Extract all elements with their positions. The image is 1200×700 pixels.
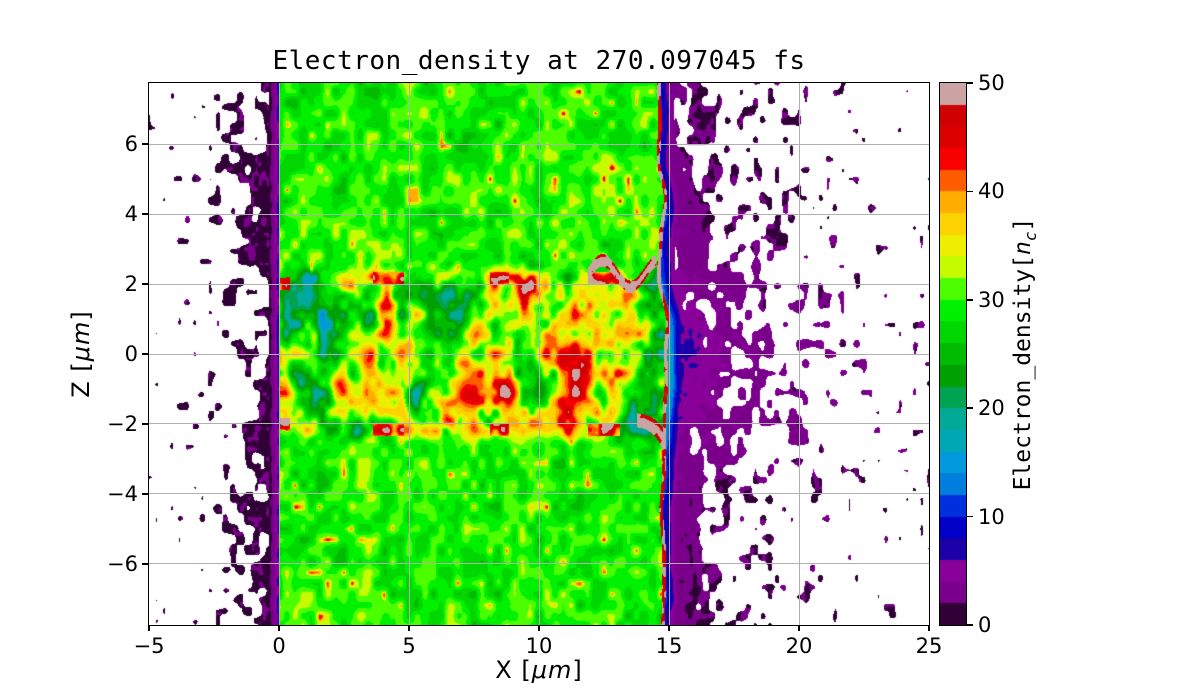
y-tick-mark: [142, 213, 148, 215]
colorbar-tick-label: 0: [978, 613, 992, 637]
y-tick-mark: [142, 563, 148, 565]
y-tick-label: 2: [124, 272, 138, 297]
x-tick-mark: [148, 625, 150, 631]
x-tick-mark: [408, 625, 410, 631]
gridline-y: [149, 283, 929, 285]
colorbar-tick-mark: [967, 624, 973, 626]
plot-area: [148, 82, 930, 626]
gridline-y: [149, 213, 929, 215]
x-axis-label-post: ]: [572, 656, 583, 684]
colorbar-canvas: [940, 83, 966, 625]
colorbar-tick-label: 50: [978, 71, 1005, 95]
colorbar-tick-label: 30: [978, 287, 1005, 312]
colorbar: [939, 82, 967, 626]
y-tick-mark: [142, 493, 148, 495]
y-tick-label: 0: [124, 342, 138, 366]
colorbar-label-pre: Electron_density[: [1010, 255, 1037, 491]
y-axis-label-pre: Z [: [67, 361, 95, 398]
colorbar-label-post: ]: [1010, 217, 1037, 232]
colorbar-tick-label: 40: [978, 179, 1005, 204]
y-tick-label: 4: [124, 202, 138, 227]
colorbar-tick-mark: [967, 82, 973, 84]
x-tick-mark: [928, 625, 930, 631]
gridline-y: [149, 143, 929, 145]
y-axis-label-post: ]: [67, 310, 95, 321]
y-tick-label: −4: [107, 481, 138, 506]
gridline-y: [149, 563, 929, 565]
gridline-y: [149, 493, 929, 495]
x-tick-label: 5: [402, 634, 416, 658]
colorbar-label-sub: c: [1020, 231, 1040, 242]
colorbar-label: Electron_density[nc]: [1010, 218, 1040, 491]
x-tick-label: 20: [785, 634, 813, 658]
x-tick-label: 15: [655, 634, 683, 658]
x-axis-label-mu: μm: [531, 656, 573, 684]
colorbar-tick-mark: [967, 407, 973, 409]
x-axis-label-pre: X [: [495, 656, 532, 684]
gridline-y: [149, 353, 929, 355]
x-tick-mark: [278, 625, 280, 631]
y-axis-label: Z [μm]: [67, 310, 95, 397]
x-axis-label: X [μm]: [148, 656, 930, 684]
colorbar-tick-mark: [967, 299, 973, 301]
colorbar-tick-mark: [967, 190, 973, 193]
x-tick-label: 0: [272, 634, 286, 658]
y-tick-mark: [142, 283, 148, 285]
colorbar-tick-label: 10: [978, 504, 1005, 529]
colorbar-tick-mark: [967, 515, 973, 518]
x-tick-label: −5: [133, 634, 165, 658]
y-tick-label: −2: [107, 411, 138, 436]
x-tick-label: 10: [525, 634, 553, 658]
plot-title: Electron_density at 270.097045 fs: [272, 46, 806, 76]
colorbar-tick-label: 20: [978, 396, 1005, 421]
y-tick-mark: [142, 143, 148, 145]
colorbar-label-var: n: [1010, 241, 1037, 256]
x-tick-mark: [798, 625, 800, 631]
y-tick-mark: [142, 423, 148, 425]
x-tick-mark: [538, 625, 540, 631]
y-tick-mark: [142, 353, 148, 355]
x-tick-mark: [668, 625, 670, 631]
y-axis-label-mu: μm: [67, 320, 95, 362]
gridline-y: [149, 423, 929, 425]
y-tick-label: 6: [124, 132, 138, 157]
y-tick-label: −6: [107, 551, 138, 576]
x-tick-label: 25: [915, 634, 943, 658]
